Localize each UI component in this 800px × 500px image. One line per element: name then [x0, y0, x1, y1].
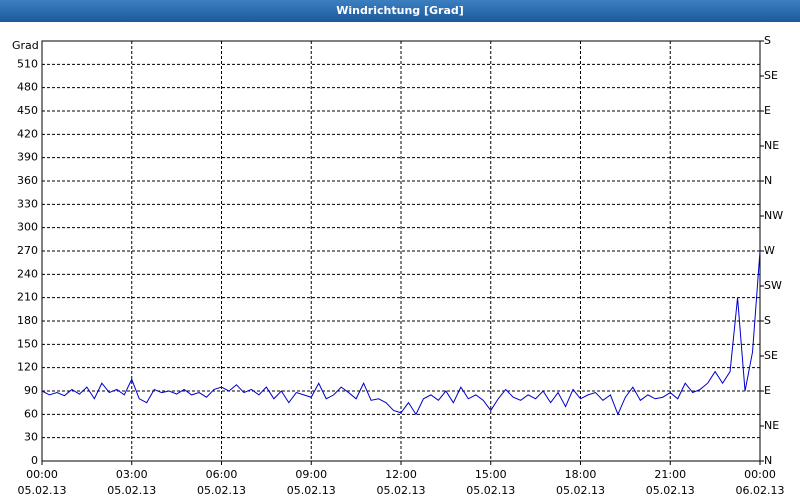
y2-tick-label: N: [764, 174, 772, 187]
y-tick-label: 390: [17, 151, 38, 164]
x-tick-label: 12:00: [385, 468, 417, 481]
y2-tick-label: W: [764, 244, 775, 257]
x-tick-label: 03:00: [116, 468, 148, 481]
y-tick-label: 30: [24, 431, 38, 444]
x-tick-date: 05.02.13: [646, 484, 695, 497]
y-tick-label: 210: [17, 291, 38, 304]
y-tick-label: 0: [31, 454, 38, 467]
y-tick-label: 180: [17, 314, 38, 327]
x-tick-date: 05.02.13: [556, 484, 605, 497]
x-tick-date: 05.02.13: [107, 484, 156, 497]
y2-tick-label: S: [764, 34, 771, 47]
chart-title: Windrichtung [Grad]: [336, 4, 464, 17]
y2-tick-label: NE: [764, 419, 779, 432]
x-tick-label: 00:00: [744, 468, 776, 481]
y-tick-label: 330: [17, 197, 38, 210]
y2-tick-label: SE: [764, 349, 778, 362]
x-tick-date: 05.02.13: [377, 484, 426, 497]
x-tick-label: 21:00: [654, 468, 686, 481]
x-tick-date: 05.02.13: [197, 484, 246, 497]
y2-tick-label: S: [764, 314, 771, 327]
x-tick-label: 18:00: [565, 468, 597, 481]
y-axis-label: Grad: [12, 39, 39, 52]
y-tick-label: 420: [17, 127, 38, 140]
y-tick-label: 270: [17, 244, 38, 257]
y-tick-label: 120: [17, 361, 38, 374]
y2-tick-label: NE: [764, 139, 779, 152]
x-tick-date: 05.02.13: [18, 484, 67, 497]
y-tick-label: 90: [24, 384, 38, 397]
y2-tick-label: SE: [764, 69, 778, 82]
x-tick-date: 05.02.13: [466, 484, 515, 497]
y-tick-label: 360: [17, 174, 38, 187]
y-tick-label: 150: [17, 337, 38, 350]
y2-tick-label: SW: [764, 279, 782, 292]
x-tick-date: 06.02.13: [736, 484, 785, 497]
x-tick-date: 05.02.13: [287, 484, 336, 497]
y-tick-label: 510: [17, 57, 38, 70]
y2-tick-label: N: [764, 454, 772, 467]
y-tick-label: 450: [17, 104, 38, 117]
y2-tick-label: E: [764, 384, 771, 397]
x-tick-label: 15:00: [475, 468, 507, 481]
y2-tick-label: NW: [764, 209, 783, 222]
data-line: [41, 250, 761, 416]
x-tick-label: 00:00: [26, 468, 58, 481]
y-tick-label: 300: [17, 221, 38, 234]
x-tick-label: 09:00: [295, 468, 327, 481]
y-tick-label: 240: [17, 267, 38, 280]
y2-tick-label: E: [764, 104, 771, 117]
y-tick-label: 480: [17, 81, 38, 94]
x-tick-label: 06:00: [206, 468, 238, 481]
y-tick-label: 60: [24, 407, 38, 420]
title-bar: [0, 0, 800, 22]
